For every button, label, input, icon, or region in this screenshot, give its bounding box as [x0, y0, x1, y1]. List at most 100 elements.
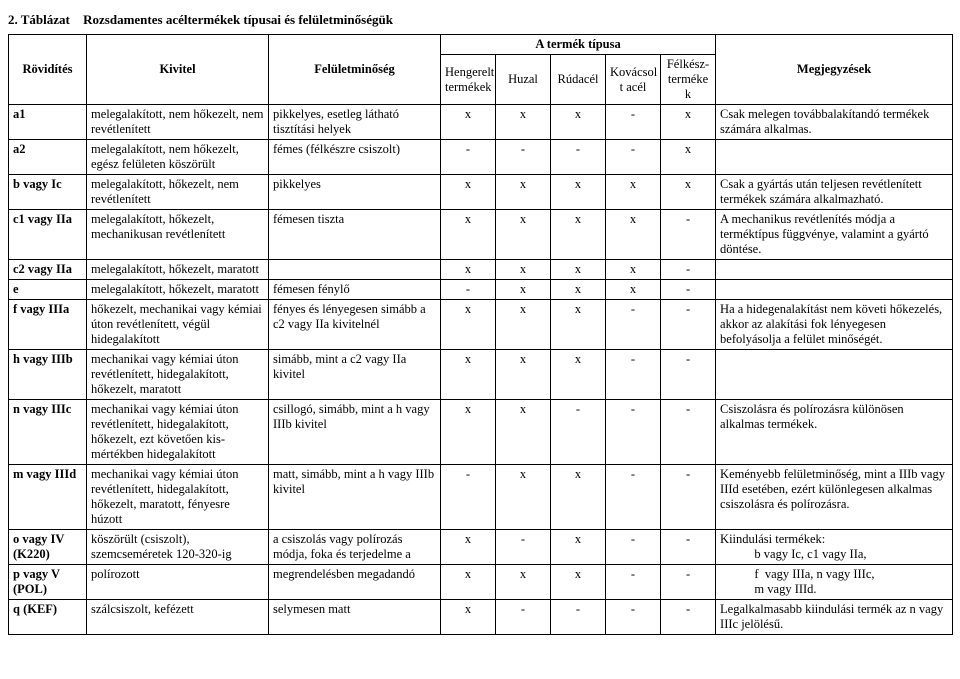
cell-feluletminoseg [269, 260, 441, 280]
cell-rovidites: q (KEF) [9, 600, 87, 635]
title-text: Rozsdamentes acéltermékek típusai és fel… [83, 12, 393, 27]
cell-kivitel: mechanikai vagy kémiai úton revétlenítet… [87, 400, 269, 465]
cell-mark: - [496, 530, 551, 565]
table-row: c1 vagy IIamelegalakított, hőkezelt, mec… [9, 210, 953, 260]
cell-feluletminoseg: fémesen tiszta [269, 210, 441, 260]
cell-mark: x [551, 465, 606, 530]
cell-megjegyzes: Csak melegen továbbalakítandó termékek s… [716, 105, 953, 140]
cell-mark: x [551, 280, 606, 300]
cell-kivitel: melegalakított, hőkezelt, maratott [87, 260, 269, 280]
cell-mark: x [551, 300, 606, 350]
cell-mark: x [441, 105, 496, 140]
cell-mark: - [551, 400, 606, 465]
table-body: a1melegalakított, nem hőkezelt, nem revé… [9, 105, 953, 635]
col-rudacel: Rúdacél [551, 55, 606, 105]
cell-mark: - [551, 140, 606, 175]
col-rovidites: Rövidítés [9, 35, 87, 105]
cell-feluletminoseg: matt, simább, mint a h vagy IIIb kivitel [269, 465, 441, 530]
table-row: o vagy IV (K220)köszörült (csiszolt), sz… [9, 530, 953, 565]
cell-mark: x [441, 530, 496, 565]
cell-mark: x [551, 260, 606, 280]
cell-feluletminoseg: simább, mint a c2 vagy IIa kivitel [269, 350, 441, 400]
table-row: p vagy V (POL)polírozottmegrendelésben m… [9, 565, 953, 600]
cell-kivitel: mechanikai vagy kémiai úton revétlenítet… [87, 465, 269, 530]
col-huzal: Huzal [496, 55, 551, 105]
table-row: c2 vagy IIamelegalakított, hőkezelt, mar… [9, 260, 953, 280]
cell-mark: x [551, 175, 606, 210]
cell-feluletminoseg: fémesen fénylő [269, 280, 441, 300]
cell-rovidites: a1 [9, 105, 87, 140]
cell-feluletminoseg: csillogó, simább, mint a h vagy IIIb kiv… [269, 400, 441, 465]
col-megjegyzes: Megjegyzések [716, 35, 953, 105]
cell-kivitel: hőkezelt, mechanikai vagy kémiai úton re… [87, 300, 269, 350]
cell-rovidites: h vagy IIIb [9, 350, 87, 400]
table-row: a1melegalakított, nem hőkezelt, nem revé… [9, 105, 953, 140]
col-kivitel: Kivitel [87, 35, 269, 105]
cell-mark: - [496, 140, 551, 175]
cell-megjegyzes: Legalkalmasabb kiindulási termék az n va… [716, 600, 953, 635]
table-row: b vagy Icmelegalakított, hőkezelt, nem r… [9, 175, 953, 210]
cell-megjegyzes [716, 350, 953, 400]
cell-kivitel: melegalakított, hőkezelt, mechanikusan r… [87, 210, 269, 260]
cell-kivitel: melegalakított, hőkezelt, maratott [87, 280, 269, 300]
cell-rovidites: f vagy IIIa [9, 300, 87, 350]
cell-feluletminoseg: pikkelyes, esetleg látható tisztítási he… [269, 105, 441, 140]
cell-mark: x [551, 105, 606, 140]
cell-rovidites: b vagy Ic [9, 175, 87, 210]
table-title: 2. Táblázat Rozsdamentes acéltermékek tí… [8, 12, 952, 28]
cell-mark: x [496, 400, 551, 465]
cell-feluletminoseg: fémes (félkészre csiszolt) [269, 140, 441, 175]
cell-mark: - [661, 350, 716, 400]
cell-mark: - [661, 300, 716, 350]
cell-rovidites: p vagy V (POL) [9, 565, 87, 600]
cell-mark: - [441, 465, 496, 530]
col-felkesz: Félkész- terméke k [661, 55, 716, 105]
table-row: m vagy IIIdmechanikai vagy kémiai úton r… [9, 465, 953, 530]
col-feluletminoseg: Felületminőség [269, 35, 441, 105]
cell-mark: x [441, 210, 496, 260]
cell-mark: - [441, 280, 496, 300]
cell-mark: x [661, 175, 716, 210]
cell-kivitel: mechanikai vagy kémiai úton revétlenítet… [87, 350, 269, 400]
cell-rovidites: n vagy IIIc [9, 400, 87, 465]
cell-mark: x [496, 465, 551, 530]
cell-megjegyzes: Csak a gyártás után teljesen revétleníte… [716, 175, 953, 210]
cell-rovidites: e [9, 280, 87, 300]
table-row: f vagy IIIahőkezelt, mechanikai vagy kém… [9, 300, 953, 350]
cell-megjegyzes [716, 140, 953, 175]
cell-megjegyzes: f vagy IIIa, n vagy IIIc, m vagy IIId. [716, 565, 953, 600]
title-prefix: 2. Táblázat [8, 12, 70, 28]
table-row: n vagy IIIcmechanikai vagy kémiai úton r… [9, 400, 953, 465]
cell-mark: x [496, 350, 551, 400]
cell-mark: x [441, 565, 496, 600]
cell-rovidites: m vagy IIId [9, 465, 87, 530]
cell-mark: - [606, 565, 661, 600]
cell-feluletminoseg: pikkelyes [269, 175, 441, 210]
cell-rovidites: a2 [9, 140, 87, 175]
cell-kivitel: melegalakított, nem hőkezelt, egész felü… [87, 140, 269, 175]
cell-megjegyzes [716, 260, 953, 280]
cell-mark: - [606, 400, 661, 465]
cell-megjegyzes: A mechanikus revétlenítés módja a termék… [716, 210, 953, 260]
cell-mark: - [441, 140, 496, 175]
cell-feluletminoseg: fényes és lényegesen simább a c2 vagy II… [269, 300, 441, 350]
cell-mark: - [606, 600, 661, 635]
cell-megjegyzes [716, 280, 953, 300]
cell-mark: x [496, 105, 551, 140]
cell-kivitel: köszörült (csiszolt), szemcseméretek 120… [87, 530, 269, 565]
cell-mark: x [441, 300, 496, 350]
cell-mark: x [496, 210, 551, 260]
cell-mark: - [551, 600, 606, 635]
cell-mark: x [441, 400, 496, 465]
cell-mark: x [496, 260, 551, 280]
table-row: h vagy IIIbmechanikai vagy kémiai úton r… [9, 350, 953, 400]
cell-mark: - [661, 280, 716, 300]
cell-mark: x [606, 210, 661, 260]
cell-kivitel: melegalakított, hőkezelt, nem revétlenít… [87, 175, 269, 210]
cell-megjegyzes: Kiindulási termékek: b vagy Ic, c1 vagy … [716, 530, 953, 565]
cell-mark: x [441, 350, 496, 400]
col-hengerelt: Hengerelt termékek [441, 55, 496, 105]
cell-mark: x [441, 600, 496, 635]
cell-mark: x [661, 105, 716, 140]
cell-megjegyzes: Keményebb felületminőség, mint a IIIb va… [716, 465, 953, 530]
